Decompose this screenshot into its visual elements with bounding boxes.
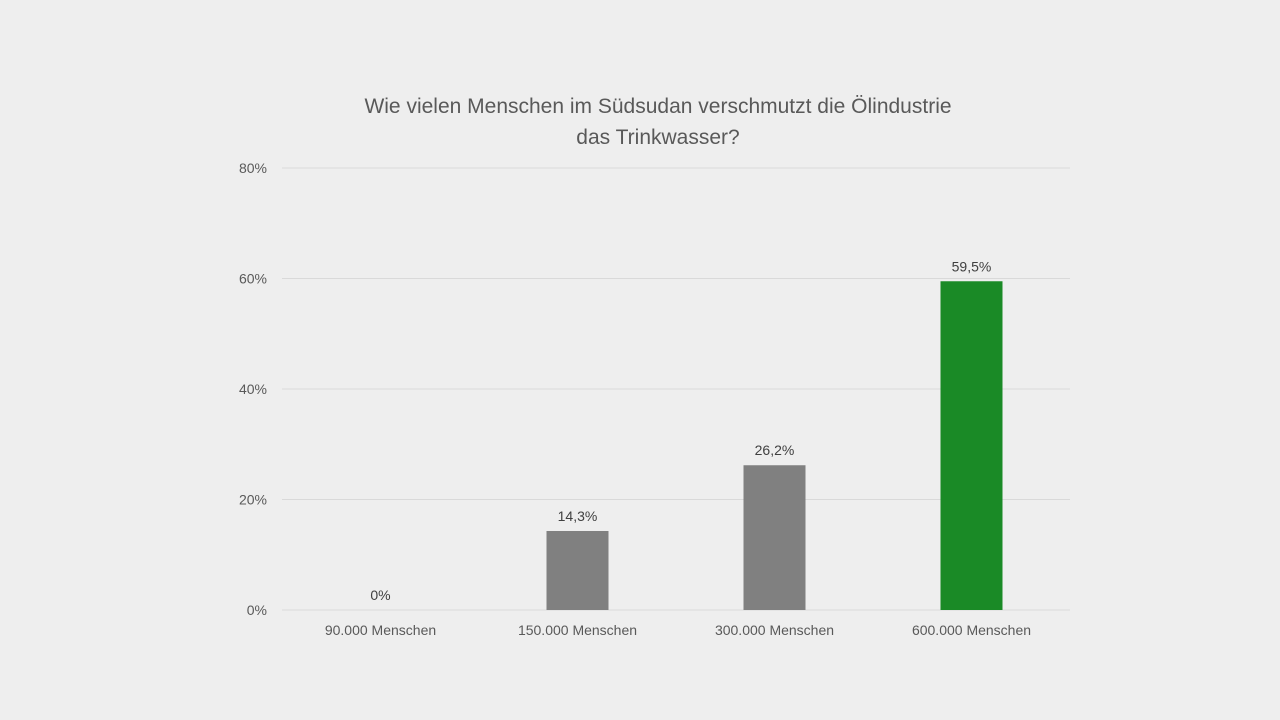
y-tick-label: 40%	[239, 381, 267, 397]
data-label: 14,3%	[558, 508, 598, 524]
y-tick-label: 20%	[239, 492, 267, 508]
bars	[546, 281, 1003, 610]
data-label: 59,5%	[952, 258, 992, 274]
data-label: 26,2%	[755, 442, 795, 458]
category-label: 150.000 Menschen	[518, 622, 637, 638]
y-tick-label: 80%	[239, 160, 267, 176]
bar-2	[546, 530, 609, 610]
gridlines	[282, 167, 1070, 611]
category-label: 300.000 Menschen	[715, 622, 834, 638]
chart-title-line-1: Wie vielen Menschen im Südsudan verschmu…	[364, 95, 951, 118]
data-label: 0%	[370, 587, 390, 603]
y-tick-label: 0%	[247, 602, 267, 618]
labels: 0% 20% 40% 60% 80% 0% 90.000 Menschen 14,3% 150.…	[239, 160, 1031, 638]
y-tick-label: 60%	[239, 271, 267, 287]
bar-4	[940, 281, 1003, 610]
category-label: 90.000 Menschen	[325, 622, 436, 638]
category-label: 600.000 Menschen	[912, 622, 1031, 638]
bar-3	[743, 465, 806, 610]
chart-title-line-2: das Trinkwasser?	[576, 126, 739, 149]
